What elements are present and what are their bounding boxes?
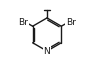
Text: N: N [44,47,50,56]
Text: Br: Br [18,18,28,27]
Text: Br: Br [66,18,76,27]
